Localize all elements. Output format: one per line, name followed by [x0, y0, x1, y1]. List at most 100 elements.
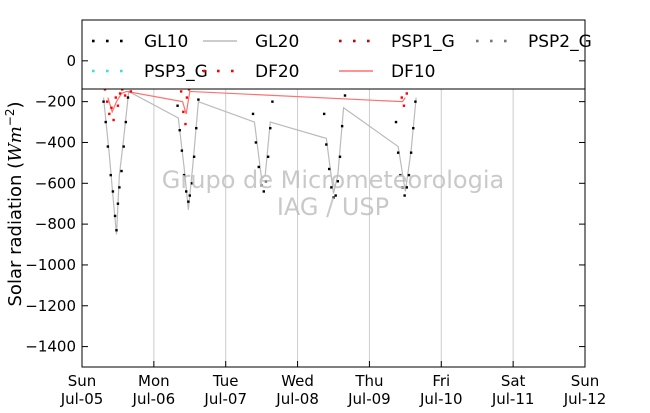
data-point — [105, 100, 109, 103]
data-point — [113, 214, 117, 218]
legend-swatch-dot — [339, 39, 342, 43]
data-point — [126, 96, 130, 99]
legend-label: GL20 — [255, 32, 299, 52]
data-point — [184, 122, 187, 126]
data-point — [197, 98, 200, 101]
legend-entry-df20: DF20 — [203, 62, 300, 82]
legend-swatch-dot — [490, 39, 493, 43]
data-point — [118, 92, 122, 95]
data-point — [182, 110, 185, 114]
series-line-gl20 — [102, 90, 417, 235]
data-point — [400, 96, 403, 99]
y-tick: −1000 — [25, 256, 585, 274]
data-point — [407, 173, 411, 177]
data-point — [129, 90, 133, 93]
x-tick-label-day: Sun — [571, 372, 600, 390]
data-point — [192, 155, 196, 158]
legend-swatch-dot — [476, 39, 479, 43]
data-point — [412, 126, 415, 130]
data-point — [402, 104, 406, 107]
y-axis-label-unit: Wm — [5, 126, 26, 162]
data-point — [262, 190, 265, 193]
legend-swatch-dot — [106, 69, 109, 73]
data-point — [115, 229, 118, 232]
y-tick: −200 — [35, 93, 585, 111]
legend-entry-psp3_g: PSP3_G — [92, 62, 208, 82]
data-point — [338, 155, 342, 158]
legend-label: GL10 — [144, 32, 188, 52]
data-point — [269, 126, 272, 130]
legend-swatch-dot — [367, 39, 370, 43]
y-tick: −600 — [35, 174, 585, 192]
data-point — [187, 200, 190, 203]
legend-entry-df10: DF10 — [339, 62, 436, 82]
y-axis-label-main: Solar radiation ( — [5, 162, 26, 307]
legend-swatch-dot — [217, 69, 220, 73]
data-point — [394, 120, 398, 124]
data-point — [124, 120, 128, 124]
data-point — [112, 118, 115, 122]
data-point — [185, 96, 189, 99]
legend-entry-gl10: GL10 — [92, 32, 188, 52]
series-line-df10 — [107, 90, 406, 115]
series-layer — [102, 89, 417, 235]
data-point — [184, 190, 188, 193]
data-point — [251, 112, 255, 116]
data-point — [187, 89, 191, 91]
series-clip — [102, 89, 417, 235]
plot-frame — [81, 19, 586, 368]
legend-swatch-dot — [106, 39, 109, 43]
x-tick-label-day: Sun — [68, 372, 97, 390]
data-point — [118, 186, 121, 189]
x-tick-label-day: Tue — [212, 372, 239, 390]
data-point — [336, 180, 340, 183]
grid-lines — [153, 89, 514, 367]
data-point — [106, 145, 110, 148]
x-tick-label-day: Thu — [354, 372, 383, 390]
data-point — [179, 90, 183, 93]
data-point — [254, 141, 258, 144]
watermark: Grupo de Micrometeorologia IAG / USP — [162, 166, 504, 221]
y-tick: −1400 — [25, 338, 585, 356]
data-point — [123, 94, 127, 97]
data-point — [110, 106, 113, 109]
data-point — [114, 96, 117, 99]
data-point — [332, 196, 335, 199]
data-point — [121, 89, 124, 91]
data-point — [401, 186, 404, 189]
y-axis-label-close: ) — [5, 101, 26, 108]
legend-label: PSP2_G — [528, 32, 592, 52]
x-tick-label-date: Jul-07 — [203, 390, 247, 408]
data-point — [108, 112, 111, 116]
data-point — [116, 104, 120, 107]
data-point — [403, 194, 406, 197]
y-axis-label-exponent: −2 — [3, 109, 17, 127]
series-df10 — [107, 90, 406, 115]
x-tick-label-date: Jul-10 — [419, 390, 463, 408]
series-df20 — [103, 89, 408, 126]
data-point — [405, 92, 408, 95]
legend-entry-psp2_g: PSP2_G — [476, 32, 592, 52]
watermark-line-1: Grupo de Micrometeorologia — [162, 166, 504, 194]
x-axis: SunJul-05MonJul-06TueJul-07WedJul-08ThuJ… — [60, 361, 606, 408]
data-point — [405, 186, 408, 189]
y-tick: −1200 — [25, 297, 585, 315]
data-point — [327, 167, 331, 171]
data-point — [120, 169, 123, 173]
y-tick-label: −1400 — [25, 338, 76, 356]
data-point — [414, 100, 417, 103]
y-tick-label: −200 — [35, 93, 76, 111]
x-tick-label-date: Jul-08 — [275, 390, 319, 408]
data-point — [122, 145, 125, 148]
data-point — [396, 151, 400, 154]
data-point — [343, 94, 347, 97]
series-gl10 — [102, 94, 417, 232]
